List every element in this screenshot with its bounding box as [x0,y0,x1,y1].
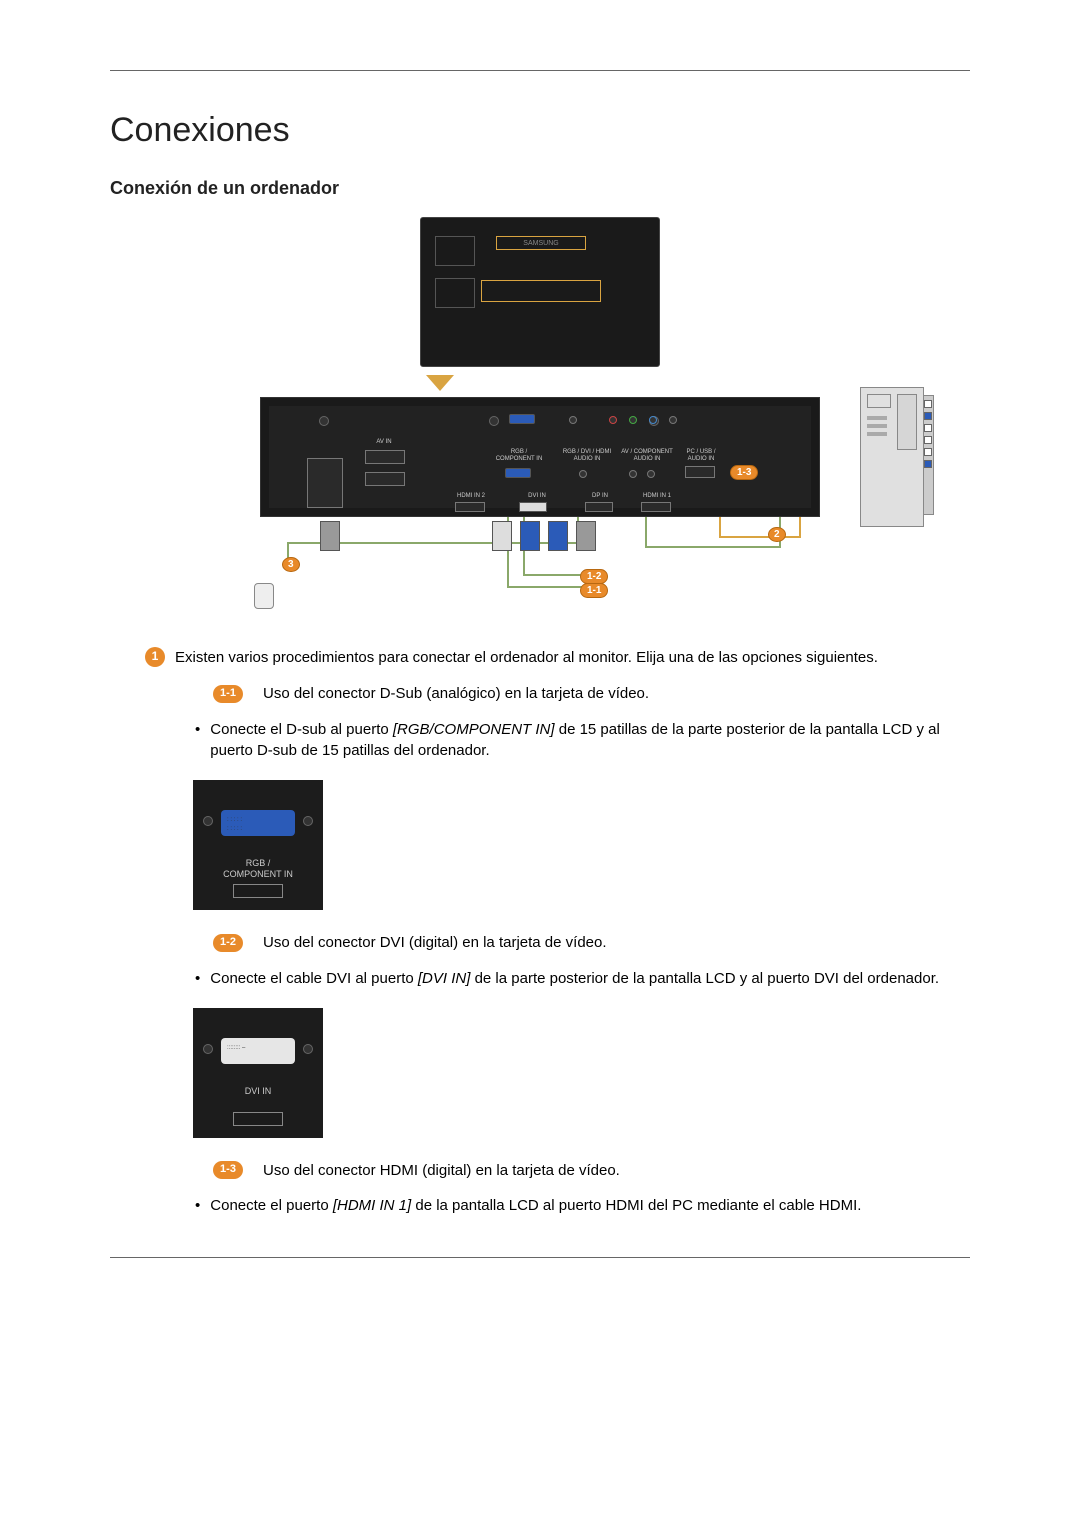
callout-1-2: 1-2 [580,569,608,584]
port-label-av-in: AV IN [369,438,399,447]
bullet-icon: • [195,1195,200,1217]
item1-2-text: Uso del conector DVI (digital) en la tar… [263,932,607,954]
port-label-hdmi1: HDMI IN 1 [635,492,679,501]
monitor-front-illustration: SAMSUNG [420,217,660,367]
back-panel-illustration: AV IN RGB / COMPONENT IN RGB / DVI / HDM… [260,397,820,517]
port-label-hdmi2: HDMI IN 2 [449,492,493,501]
bullet-icon: • [195,719,200,763]
mouse-icon [254,583,274,609]
port-label-rgb: RGB / COMPONENT IN [489,448,549,463]
page-subtitle: Conexión de un ordenador [110,178,970,199]
rgb-port-closeup: : : : : :: : : : : RGB / COMPONENT IN [193,780,323,910]
item1-text: Existen varios procedimientos para conec… [175,647,878,669]
item1-1-text: Uso del conector D-Sub (analógico) en la… [263,683,649,705]
badge-1-3: 1-3 [213,1161,243,1179]
port-label-av-audio: AV / COMPONENT AUDIO IN [619,448,675,463]
callout-1-3: 1-3 [730,465,758,480]
plug-vga-1 [520,521,540,551]
cable-area: 1-1 1-2 1-3 2 3 [260,517,820,607]
callout-2: 2 [768,527,786,542]
brand-label: SAMSUNG [496,236,586,250]
plug-dvi [492,521,512,551]
main-diagram: SAMSUNG AV IN [110,217,970,607]
port-label-dp: DP IN [585,492,615,501]
dvi-port-closeup: :::::::: – DVI IN [193,1008,323,1138]
bullet-1-1: Conecte el D-sub al puerto [RGB/COMPONEN… [210,719,960,763]
callout-3: 3 [282,557,300,572]
item1-3-text: Uso del conector HDMI (digital) en la ta… [263,1160,620,1182]
port-label-pc-usb: PC / USB / AUDIO IN [679,448,723,463]
bullet-1-3: Conecte el puerto [HDMI IN 1] de la pant… [210,1195,861,1217]
pc-tower-illustration [860,387,924,527]
port-label-rgb-audio: RGB / DVI / HDMI AUDIO IN [559,448,615,463]
plug-grey [320,521,340,551]
badge-1: 1 [145,647,165,667]
page-title: Conexiones [110,111,970,150]
bullet-1-2: Conecte el cable DVI al puerto [DVI IN] … [210,968,939,990]
callout-1-1: 1-1 [580,583,608,598]
port-label-dvi: DVI IN [517,492,557,501]
rule-bottom [110,1257,970,1258]
rule-top [110,70,970,71]
badge-1-1: 1-1 [213,685,243,703]
plug-vga-2 [548,521,568,551]
content-body: 1 Existen varios procedimientos para con… [175,647,960,1217]
badge-1-2: 1-2 [213,934,243,952]
plug-audio [576,521,596,551]
bullet-icon: • [195,968,200,990]
arrow-down-icon [426,375,454,391]
